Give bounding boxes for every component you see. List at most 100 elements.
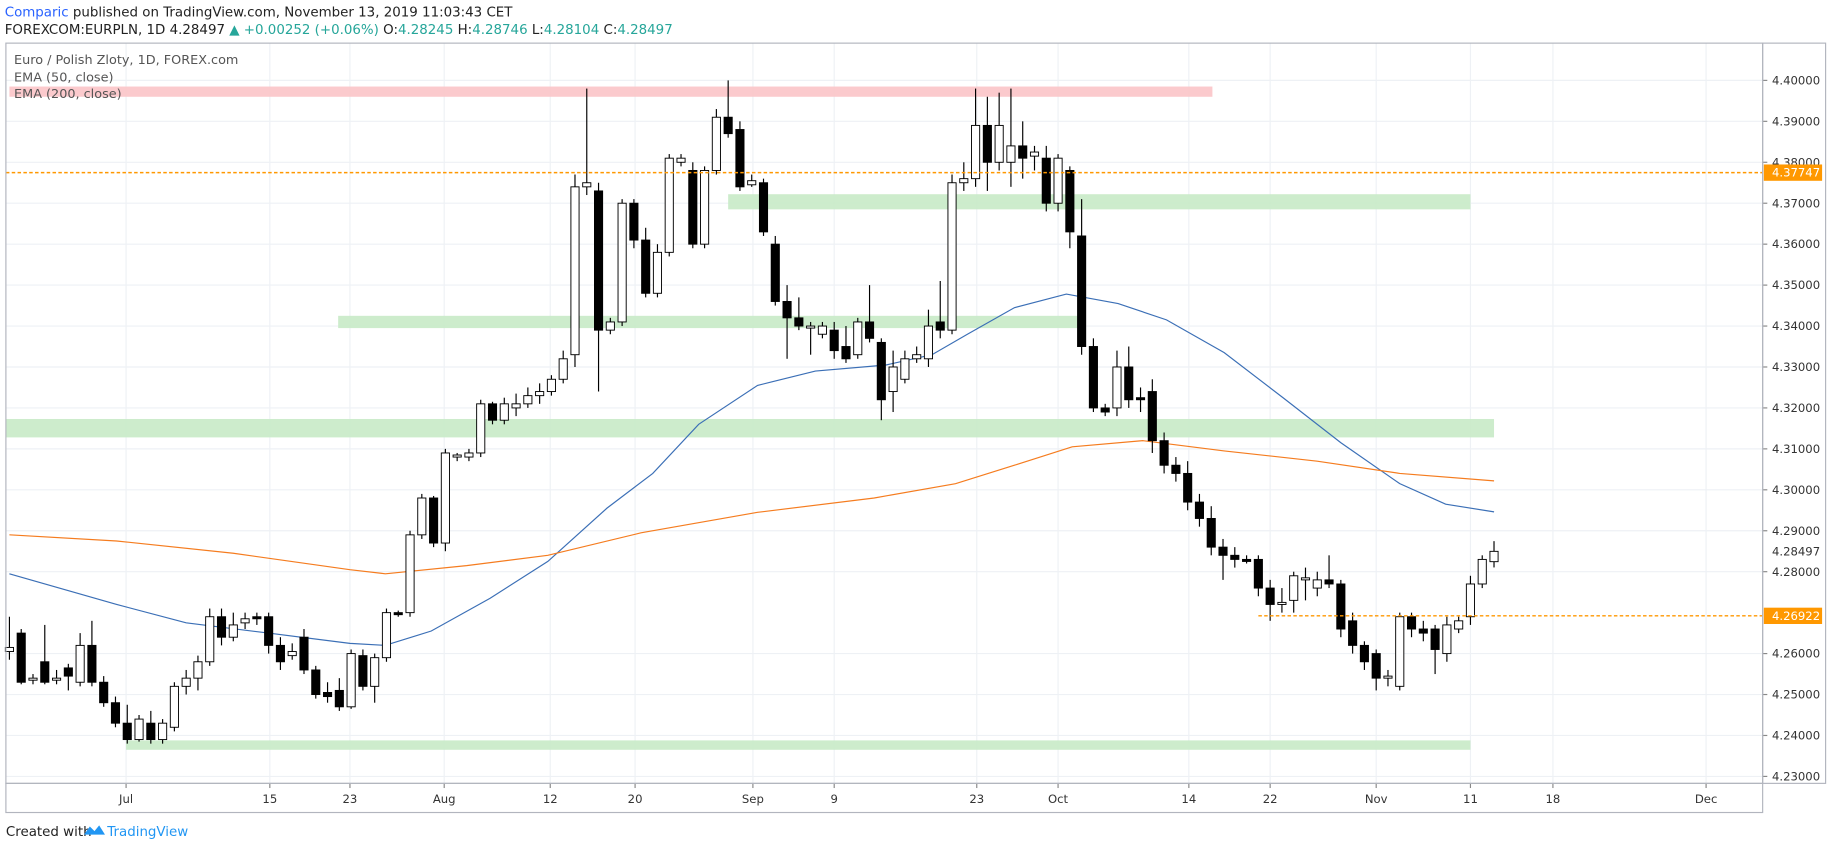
ohlc-label: C: xyxy=(603,23,617,38)
candle-body xyxy=(982,124,992,163)
candle-body xyxy=(1147,391,1157,442)
candle-body xyxy=(1371,653,1381,679)
candle-body xyxy=(900,358,910,380)
candle-body xyxy=(240,618,250,624)
candle-body xyxy=(87,644,97,683)
candle-body xyxy=(1206,518,1216,548)
candle-body xyxy=(16,632,26,683)
candle-body xyxy=(1171,464,1181,474)
x-tick-label: 18 xyxy=(1546,792,1561,806)
candle-body xyxy=(923,325,934,360)
candle-body xyxy=(711,116,721,171)
x-tick-label: Sep xyxy=(742,792,764,806)
candle-body xyxy=(264,616,274,646)
candle-body xyxy=(1336,583,1346,630)
candle-body xyxy=(723,116,733,135)
candle-body xyxy=(700,169,710,245)
header-line-2: FOREXCOM:EURPLN, 1D 4.28497 ▲ +0.00252 (… xyxy=(5,23,673,38)
candle-body xyxy=(334,689,344,708)
candle-body xyxy=(570,186,580,356)
price-label: 4.26922 xyxy=(1772,609,1820,623)
candle-body xyxy=(228,624,238,638)
candle-body xyxy=(994,124,1004,163)
price-label: 4.37747 xyxy=(1772,166,1820,180)
candle-body xyxy=(817,325,827,335)
price-axis-frame xyxy=(1762,42,1827,784)
candle-body xyxy=(299,636,309,671)
footer: Created with xyxy=(6,825,92,840)
last-price-label: 4.28497 xyxy=(1772,544,1820,558)
plot xyxy=(4,80,1763,744)
zone xyxy=(126,740,1471,750)
ema-line xyxy=(9,293,1495,646)
candle-body xyxy=(311,669,321,695)
x-tick-label: 23 xyxy=(343,792,358,806)
candle-body xyxy=(1029,151,1040,157)
candle-body xyxy=(1053,157,1063,204)
y-tick-label: 4.24000 xyxy=(1772,729,1820,743)
candle-body xyxy=(110,702,121,724)
candle-body xyxy=(1406,616,1417,630)
candle-body xyxy=(1159,440,1169,466)
candle-body xyxy=(476,403,486,454)
last-price: 4.28497 xyxy=(170,23,225,38)
candle-body xyxy=(888,366,898,393)
candle-body xyxy=(971,124,981,180)
author[interactable]: Comparic xyxy=(5,5,69,20)
candle-body xyxy=(275,644,285,663)
ohlc-label: L: xyxy=(532,23,544,38)
candle-body xyxy=(1006,145,1016,163)
candle-body xyxy=(735,129,745,188)
candle-body xyxy=(1277,601,1287,605)
candle-body xyxy=(1194,501,1204,519)
ohlc-value: 4.28497 xyxy=(617,23,672,38)
candle-body xyxy=(853,321,863,356)
candle-body xyxy=(63,667,73,677)
candle-body xyxy=(806,325,816,329)
y-tick-label: 4.36000 xyxy=(1772,237,1820,251)
candle-body xyxy=(1253,558,1263,589)
brand[interactable]: TradingView xyxy=(106,825,188,840)
candle-body xyxy=(1359,644,1369,663)
x-tick-label: 11 xyxy=(1463,792,1478,806)
ohlc-value: 4.28104 xyxy=(544,23,599,38)
y-tick-label: 4.29000 xyxy=(1772,524,1820,538)
candle-body xyxy=(770,243,780,302)
legend-entry: EMA (200, close) xyxy=(14,87,122,102)
candle-body xyxy=(1242,558,1252,562)
candle-body xyxy=(782,301,792,319)
candle-body xyxy=(370,657,380,687)
ema-line xyxy=(9,440,1495,575)
candle-body xyxy=(629,202,639,241)
price-label-box xyxy=(1763,607,1823,624)
candle-body xyxy=(1218,546,1228,556)
candle-body xyxy=(429,497,439,544)
candle-body xyxy=(487,403,498,421)
candle-body xyxy=(323,692,333,698)
candle-body xyxy=(1454,620,1464,630)
candle-body xyxy=(1312,579,1322,589)
candle-body xyxy=(594,190,604,331)
candle-body xyxy=(676,157,686,163)
published: published on TradingView.com, November 1… xyxy=(73,5,513,20)
candle-body xyxy=(134,718,144,741)
candle-body xyxy=(452,454,462,458)
candle-body xyxy=(1489,550,1499,563)
zone xyxy=(728,194,1471,210)
legend-entry: EMA (50, close) xyxy=(14,71,113,86)
ohlc-label: O: xyxy=(383,23,398,38)
candle-body xyxy=(1265,587,1275,605)
candle-body xyxy=(1289,575,1299,601)
candle-body xyxy=(1300,577,1311,581)
candle-body xyxy=(864,321,875,339)
candle-body xyxy=(40,661,50,683)
candle-body xyxy=(535,391,545,397)
candle-body xyxy=(1124,366,1134,401)
ohlc-label: H: xyxy=(458,23,473,38)
candle-body xyxy=(205,616,215,663)
candle-body xyxy=(52,677,62,681)
candle-body xyxy=(1112,366,1122,409)
candle-body xyxy=(4,646,14,653)
candle-body xyxy=(381,612,392,659)
